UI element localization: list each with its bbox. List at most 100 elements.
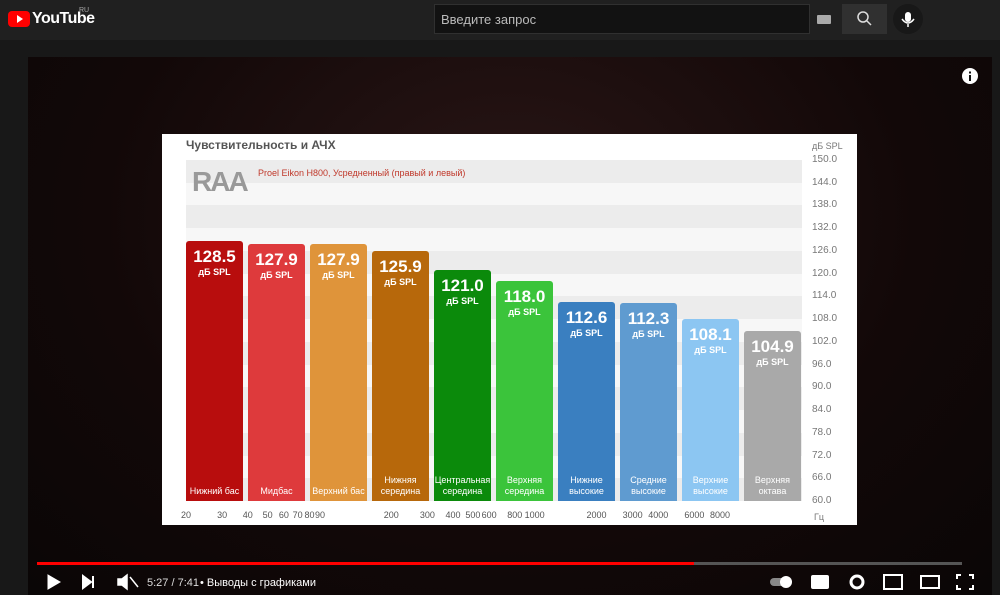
mute-button[interactable] [117,573,139,591]
top-bar: YouTube RU Введите запрос [0,0,1000,40]
bar: 127.9 дБ SPL Мидбас [248,243,305,501]
category-label: Нижний бас [189,485,240,496]
keyboard-icon[interactable] [817,15,831,24]
x-tick-label: 70 [292,510,303,520]
next-button[interactable] [82,574,94,590]
x-tick-label: 80 [304,510,315,520]
y-tick-label: 144.0 [812,176,838,188]
legend: Proel Eikon H800, Усредненный (правый и … [258,168,466,178]
x-tick-label: 600 [481,510,497,520]
y-tick-label: 90.0 [812,381,832,393]
logo-text[interactable]: YouTube [32,10,95,27]
category-label: Нижняя середина [380,474,421,496]
value-label: 128.5 [193,247,236,267]
x-tick-label: 1000 [524,510,545,520]
chart-title: Чувствительность и АЧХ [186,138,336,152]
chapter[interactable]: • Выводы с графиками [200,577,317,589]
x-tick-label: 400 [445,510,461,520]
play-button[interactable] [47,574,61,590]
value-label: 125.9 [379,257,422,277]
value-label: 112.6 [565,307,608,327]
y-axis-label: дБ SPL [812,141,843,151]
search-button[interactable] [842,4,887,34]
category-label: Мидбас [260,485,293,496]
y-tick-label: 114.0 [812,290,837,302]
x-tick-label: 50 [262,510,273,520]
x-tick-label: 60 [278,510,289,520]
x-tick-label: 4000 [648,510,669,520]
progress-played [37,562,694,565]
value-label: 121.0 [441,275,484,295]
settings-button[interactable] [849,574,865,590]
region: RU [79,7,90,14]
x-tick-label: 200 [383,510,399,520]
x-tick-label: 6000 [684,510,705,520]
x-axis-label: Гц [814,512,825,522]
y-tick-label: 78.0 [812,426,832,438]
y-tick-label: 132.0 [812,222,838,234]
bar: 127.9 дБ SPL Верхний бас [310,243,367,501]
x-tick-label: 3000 [622,510,643,520]
bar-unit: дБ SPL [570,327,603,338]
x-tick-label: 500 [465,510,481,520]
y-tick-label: 126.0 [812,244,838,256]
mic-button[interactable] [893,4,923,34]
search-box[interactable]: Введите запрос [434,4,831,34]
y-tick-label: 96.0 [812,358,832,370]
bar-unit: дБ SPL [322,269,355,280]
bar: 121.0 дБ SPL Центральная середина [434,269,491,501]
bar-unit: дБ SPL [694,344,727,355]
category-label: Верхний бас [312,485,365,496]
grid-band [186,205,802,229]
value-label: 108.1 [689,324,732,344]
value-label: 112.3 [627,308,670,328]
bar: 112.3 дБ SPL Средние высокие [620,302,677,501]
category-label: Нижние высокие [569,474,604,496]
category-label: Средние высокие [630,474,667,496]
bar: 104.9 дБ SPL Верхняя октава [744,330,801,501]
theater-button[interactable] [920,575,940,589]
grid-band [186,160,802,183]
x-tick-label: 2000 [586,510,607,520]
value-label: 127.9 [255,249,298,269]
progress-track[interactable] [37,562,962,565]
value-label: 104.9 [751,336,794,356]
y-tick-label: 150.0 [812,154,838,165]
category-label: Центральная середина [434,474,491,496]
x-tick-label: 800 [507,510,523,520]
grid-band [186,182,802,206]
logo: RAA [192,166,249,197]
time: 5:27 / 7:41 [147,577,199,589]
bar: 108.1 дБ SPL Верхние высокие [682,318,739,501]
youtube-icon[interactable] [8,11,30,27]
chart: Чувствительность и АЧХ дБ SPL Гц 60.0 66.… [162,134,857,525]
x-tick-label: 30 [217,510,228,520]
y-tick-label: 72.0 [812,449,832,461]
subtitles-button[interactable] [811,575,829,589]
x-tick-label: 90 [315,510,326,520]
info-button[interactable] [961,67,979,85]
bar-unit: дБ SPL [260,269,293,280]
y-tick-label: 60.0 [812,495,832,506]
bar: 112.6 дБ SPL Нижние высокие [558,301,615,501]
bar-unit: дБ SPL [632,328,665,339]
value-label: 127.9 [317,249,360,269]
bar-unit: дБ SPL [756,356,789,367]
category-label: Верхние высокие [692,474,729,496]
bar: 128.5 дБ SPL Нижний бас [186,241,243,501]
category-label: Верхняя октава [754,474,791,496]
y-tick-label: 102.0 [812,335,838,347]
bar: 125.9 дБ SPL Нижняя середина [372,251,429,501]
category-label: Верхняя середина [504,474,545,496]
fullscreen-button[interactable] [956,574,974,590]
x-tick-label: 8000 [710,510,731,520]
miniplayer-button[interactable] [883,574,903,590]
bar-unit: дБ SPL [384,277,417,288]
bar-unit: дБ SPL [198,267,231,278]
bar-unit: дБ SPL [446,295,479,306]
x-tick-label: 20 [180,510,191,520]
y-tick-label: 120.0 [812,267,838,279]
y-tick-label: 108.0 [812,313,838,325]
y-tick-label: 84.0 [812,404,832,416]
bar-unit: дБ SPL [508,307,541,318]
